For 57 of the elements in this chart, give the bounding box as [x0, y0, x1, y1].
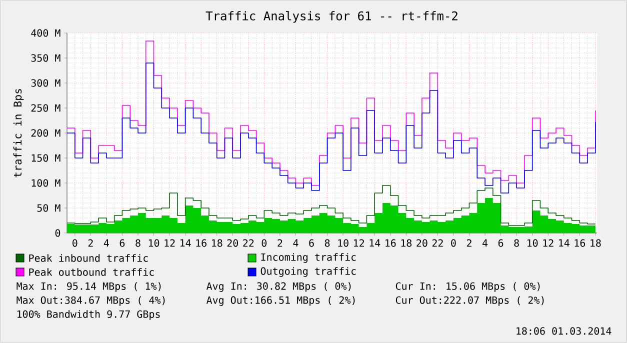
x-tick-label: 4	[104, 239, 109, 247]
text: Max Out:384.67 MBps ( 4%)	[16, 296, 165, 306]
x-tick-label: 6	[309, 239, 314, 247]
legend-label: Peak outbound traffic	[29, 268, 154, 276]
x-tick-label: 2	[466, 239, 472, 247]
text: Cur In: 15.06 MBps ( 0%)	[396, 282, 540, 292]
x-tick-label: 4	[482, 239, 488, 247]
y-tick-label: 50 M	[37, 204, 60, 212]
x-tick-label: 22	[432, 239, 443, 247]
legend-label: Outgoing traffic	[260, 267, 356, 277]
y-tick-label: 200 M	[31, 129, 60, 137]
x-tick-label: 14	[559, 239, 570, 247]
y-tick-label: 300 M	[31, 79, 60, 87]
x-tick-label: 20	[227, 239, 238, 247]
x-tick-label: 6	[120, 239, 125, 247]
x-tick-label: 18	[401, 239, 412, 247]
legend-label: Incoming traffic	[261, 253, 356, 263]
x-tick-label: 16	[574, 239, 586, 247]
x-tick-label: 16	[196, 239, 206, 247]
x-tick-label: 10	[338, 239, 348, 247]
x-tick-label: 4	[293, 239, 298, 247]
x-tick-label: 2	[88, 239, 93, 247]
y-tick-label: 350 M	[31, 54, 60, 62]
y-tick-label: 0	[55, 229, 60, 237]
x-tick-label: 12	[164, 239, 175, 247]
text: Avg In: 30.82 MBps ( 0%)	[206, 282, 351, 292]
text: 18:06 01.03.2014	[516, 327, 612, 335]
x-tick-label: 14	[370, 239, 380, 247]
x-tick-label: 18	[590, 239, 601, 247]
x-tick-label: 10	[148, 239, 160, 247]
x-tick-label: 12	[354, 239, 364, 247]
x-tick-label: 8	[324, 239, 330, 247]
x-tick-label: 8	[136, 239, 140, 247]
x-tick-label: 0	[72, 239, 78, 247]
text: 100% Bandwidth 9.77 GBps	[17, 310, 160, 320]
x-tick-label: 8	[514, 239, 519, 247]
y-tick-label: 250 M	[31, 104, 60, 112]
text: Cur Out:222.07 MBps ( 2%)	[396, 296, 544, 306]
x-tick-label: 6	[498, 239, 504, 247]
chart-title: Traffic Analysis for 61 -- rt-ffm-2	[206, 11, 458, 23]
x-tick-label: 18	[212, 239, 222, 247]
y-axis-title: traffic in Bps	[13, 89, 24, 178]
text: Max In: 95.14 MBps ( 1%)	[16, 282, 161, 292]
x-tick-label: 0	[451, 239, 456, 247]
y-tick-label: 400 M	[31, 29, 60, 37]
x-tick-label: 20	[416, 239, 428, 247]
x-tick-label: 22	[243, 239, 254, 247]
text: Avg Out:166.51 MBps ( 2%)	[206, 296, 355, 306]
x-tick-label: 2	[278, 239, 282, 247]
x-tick-label: 10	[528, 239, 538, 247]
x-tick-label: 12	[543, 239, 554, 247]
legend-label: Peak inbound traffic	[29, 254, 148, 262]
y-tick-label: 100 M	[32, 179, 60, 187]
x-tick-label: 16	[386, 239, 396, 247]
x-tick-label: 0	[262, 239, 267, 247]
x-tick-label: 14	[180, 239, 191, 247]
y-tick-label: 150 M	[32, 154, 60, 162]
